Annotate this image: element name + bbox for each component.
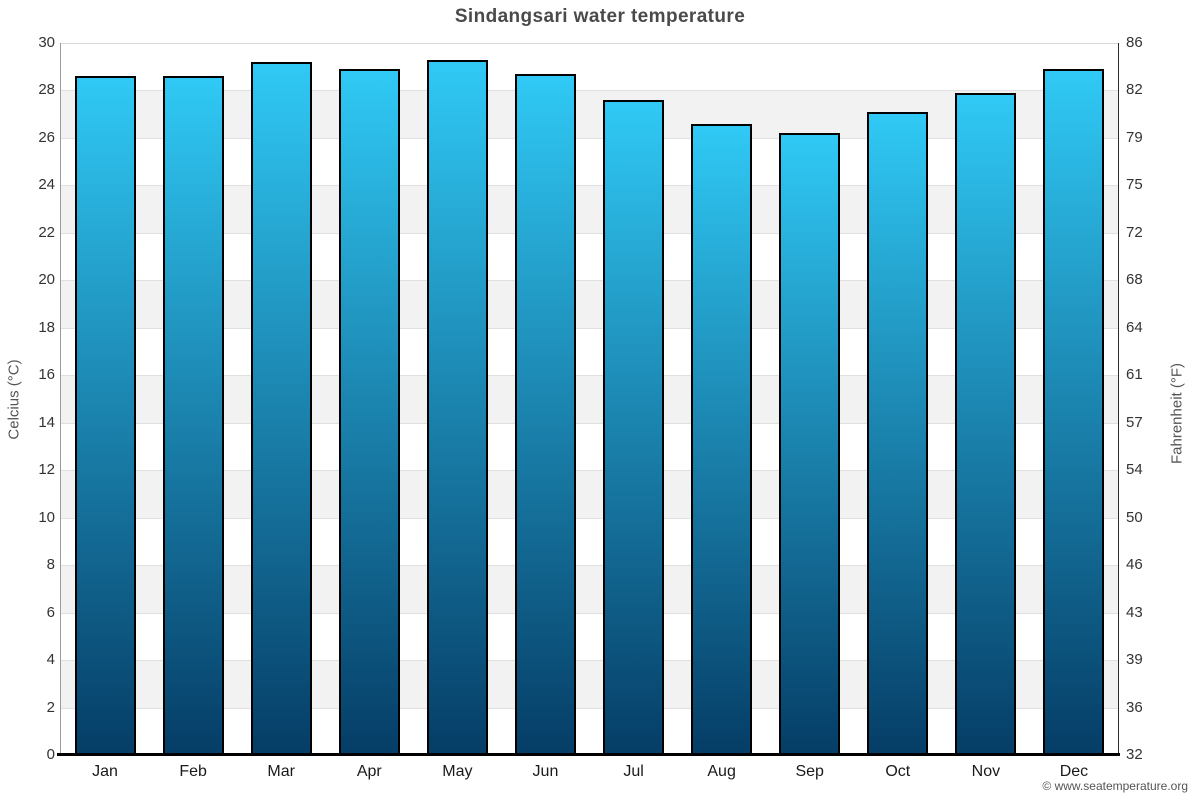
background-band [61, 232, 1118, 281]
fahrenheit-tick-75: 75 [1126, 176, 1143, 194]
background-band [61, 470, 1118, 518]
background-band [61, 137, 1118, 186]
celsius-tick-22: 22 [38, 223, 55, 241]
month-label-jul: Jul [623, 763, 644, 780]
fahrenheit-tick-50: 50 [1126, 508, 1143, 526]
month-label-aug: Aug [707, 763, 736, 780]
fahrenheit-tick-61: 61 [1126, 366, 1143, 384]
month-label-oct: Oct [885, 763, 911, 780]
celsius-axis-title: Celcius (°C) [5, 359, 23, 440]
background-band [61, 90, 1118, 138]
gridline [61, 375, 1118, 377]
chart-title: Sindangsari water temperature [454, 6, 746, 27]
copyright-watermark: © www.seatemperature.org [1042, 779, 1188, 793]
celsius-tick-8: 8 [46, 556, 55, 574]
bar-nov[interactable] [955, 92, 1017, 755]
bar-sep[interactable] [779, 133, 841, 755]
month-label-dec: Dec [1059, 763, 1089, 780]
bar-oct[interactable] [867, 111, 929, 755]
fahrenheit-tick-43: 43 [1126, 603, 1143, 621]
bar-aug[interactable] [691, 123, 753, 755]
month-label-feb: Feb [179, 763, 207, 780]
gridline [61, 90, 1118, 92]
fahrenheit-tick-46: 46 [1126, 556, 1143, 574]
celsius-tick-30: 30 [38, 34, 55, 51]
celsius-tick-0: 0 [46, 746, 55, 763]
background-band [61, 565, 1118, 613]
fahrenheit-tick-64: 64 [1126, 318, 1143, 336]
gridline [61, 660, 1118, 662]
background-band [61, 707, 1118, 755]
bar-feb[interactable] [162, 76, 224, 755]
bar-jul[interactable] [603, 99, 665, 755]
background-band [61, 185, 1118, 233]
fahrenheit-tick-79: 79 [1126, 128, 1143, 146]
month-label-may: May [442, 763, 473, 780]
gridline [61, 327, 1118, 329]
celsius-tick-4: 4 [46, 651, 55, 669]
month-label-jan: Jan [92, 763, 118, 780]
background-band [61, 43, 1118, 91]
celsius-tick-10: 10 [38, 508, 55, 526]
fahrenheit-tick-86: 86 [1126, 34, 1143, 51]
bar-mar[interactable] [250, 61, 312, 755]
fahrenheit-tick-39: 39 [1126, 651, 1143, 669]
gridline [61, 565, 1118, 567]
celsius-tick-6: 6 [46, 603, 55, 621]
gridline [61, 422, 1118, 424]
gridline [61, 470, 1118, 472]
gridline [61, 137, 1118, 139]
fahrenheit-tick-72: 72 [1126, 223, 1143, 241]
left-y-axis-line [60, 43, 61, 755]
month-label-jun: Jun [532, 763, 559, 780]
background-band [61, 327, 1118, 376]
bar-may[interactable] [426, 59, 488, 755]
month-label-mar: Mar [267, 763, 295, 780]
background-band [61, 280, 1118, 328]
x-axis-line [57, 753, 1120, 756]
plot-area [61, 43, 1118, 756]
gridline [61, 707, 1118, 709]
background-band [61, 660, 1118, 708]
celsius-tick-24: 24 [38, 176, 55, 194]
fahrenheit-tick-68: 68 [1126, 271, 1143, 289]
celsius-tick-20: 20 [38, 271, 55, 289]
month-label-apr: Apr [356, 763, 382, 780]
celsius-tick-28: 28 [38, 81, 55, 99]
gridline [61, 517, 1118, 519]
gridline [61, 43, 1118, 44]
fahrenheit-tick-82: 82 [1126, 81, 1143, 99]
fahrenheit-axis-title: Fahrenheit (°F) [1168, 362, 1186, 465]
celsius-tick-2: 2 [46, 698, 55, 716]
bar-jan[interactable] [74, 76, 136, 755]
fahrenheit-tick-36: 36 [1126, 698, 1143, 716]
bar-apr[interactable] [338, 69, 400, 755]
celsius-tick-14: 14 [38, 413, 55, 431]
gridline [61, 185, 1118, 187]
fahrenheit-tick-57: 57 [1126, 413, 1143, 431]
bar-dec[interactable] [1043, 69, 1105, 755]
right-y-axis-line [1118, 43, 1119, 755]
month-label-sep: Sep [795, 763, 824, 780]
celsius-tick-16: 16 [38, 366, 55, 384]
background-band [61, 422, 1118, 471]
fahrenheit-tick-54: 54 [1126, 461, 1143, 479]
background-band [61, 517, 1118, 566]
bar-jun[interactable] [514, 73, 576, 755]
gridline [61, 280, 1118, 282]
gridline [61, 232, 1118, 234]
fahrenheit-tick-32: 32 [1126, 746, 1143, 763]
month-label-nov: Nov [971, 763, 1001, 780]
celsius-tick-18: 18 [38, 318, 55, 336]
background-band [61, 375, 1118, 423]
celsius-tick-26: 26 [38, 128, 55, 146]
celsius-tick-12: 12 [38, 461, 55, 479]
background-band [61, 612, 1118, 661]
gridline [61, 612, 1118, 614]
